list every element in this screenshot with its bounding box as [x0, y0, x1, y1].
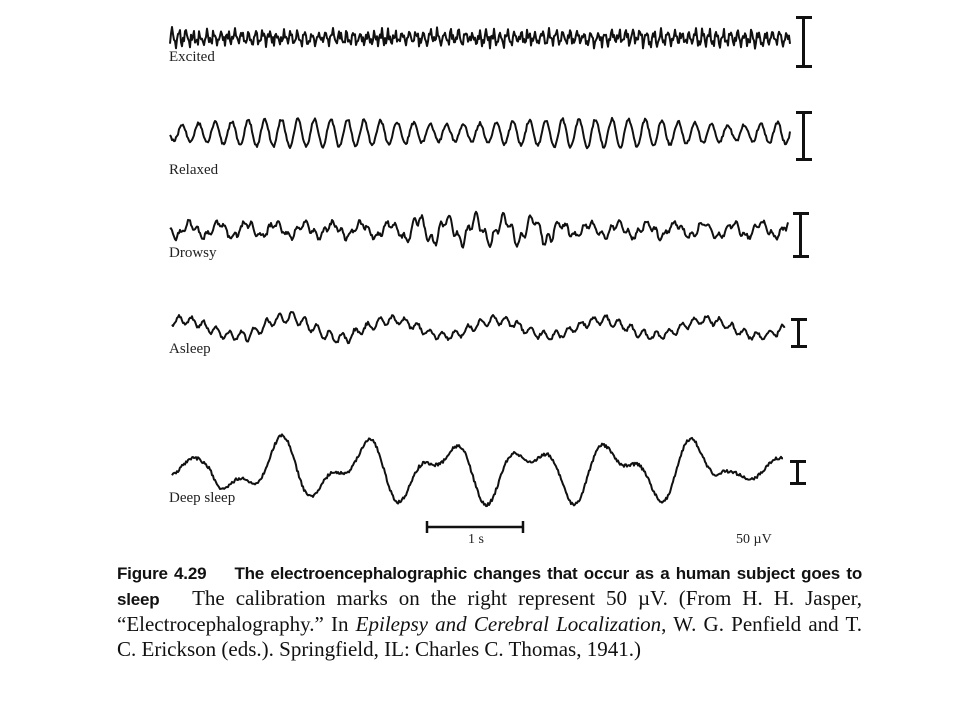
calibration-mark-drowsy [793, 212, 809, 258]
eeg-trace-relaxed [169, 116, 791, 150]
caption-figure-number: Figure 4.29 [117, 564, 207, 583]
trace-label-asleep: Asleep [169, 341, 211, 357]
eeg-traces [169, 26, 791, 533]
trace-label-relaxed: Relaxed [169, 162, 219, 178]
time-scale-label: 1 s [468, 532, 484, 547]
trace-label-drowsy: Drowsy [169, 245, 217, 261]
calibration-mark-excited [796, 16, 812, 68]
eeg-figure: Excited Relaxed Drowsy Asleep Deep sleep… [169, 16, 812, 547]
caption-title: The electroencephalographic changes that… [117, 564, 863, 609]
caption-book-title: Epilepsy and Cerebral Localization [355, 612, 662, 636]
calibration-mark-asleep [791, 318, 807, 348]
calibration-mark-deep-sleep [790, 460, 806, 485]
caption-text-2: , W. G. Penfield and T. C. Erickson (eds… [117, 612, 863, 661]
time-scale-bar [425, 521, 525, 533]
eeg-trace-drowsy [169, 210, 789, 249]
trace-label-excited: Excited [169, 49, 215, 65]
amplitude-scale-label: 50 µV [736, 532, 772, 547]
calibration-mark-relaxed [796, 111, 812, 161]
eeg-trace-excited [169, 26, 791, 50]
caption-text-1: The calibration marks on the right repre… [117, 586, 862, 636]
eeg-trace-deep-sleep [171, 433, 784, 508]
trace-label-deep-sleep: Deep sleep [169, 490, 236, 506]
eeg-trace-asleep [171, 311, 786, 345]
figure-caption: Figure 4.29 The electroencephalographic … [117, 560, 862, 662]
